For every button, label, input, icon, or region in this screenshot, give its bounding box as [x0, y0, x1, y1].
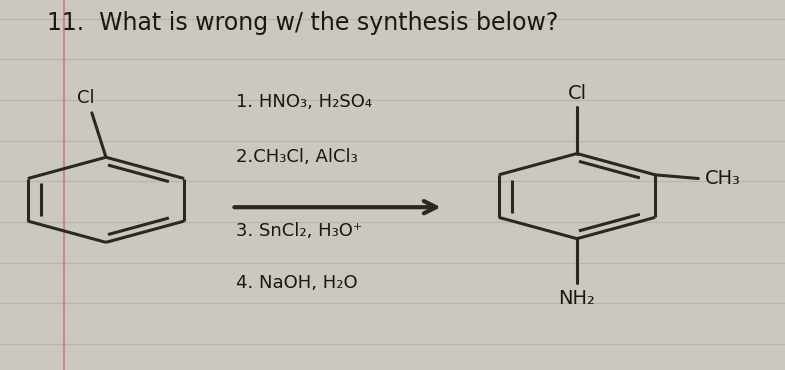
- Text: Cl: Cl: [568, 84, 586, 103]
- Text: 1. HNO₃, H₂SO₄: 1. HNO₃, H₂SO₄: [236, 92, 371, 111]
- Text: NH₂: NH₂: [559, 289, 595, 307]
- Text: 4. NaOH, H₂O: 4. NaOH, H₂O: [236, 274, 357, 292]
- Text: 11.  What is wrong w/ the synthesis below?: 11. What is wrong w/ the synthesis below…: [47, 11, 558, 35]
- Text: Cl: Cl: [77, 89, 94, 107]
- Text: 3. SnCl₂, H₃O⁺: 3. SnCl₂, H₃O⁺: [236, 222, 362, 240]
- Text: CH₃: CH₃: [705, 169, 740, 188]
- Text: 2.CH₃Cl, AlCl₃: 2.CH₃Cl, AlCl₃: [236, 148, 357, 166]
